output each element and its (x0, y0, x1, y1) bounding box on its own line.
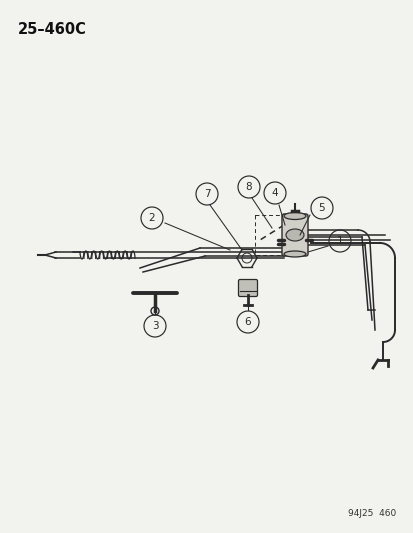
FancyBboxPatch shape (281, 214, 307, 256)
Ellipse shape (285, 229, 303, 241)
Text: 1: 1 (336, 236, 342, 246)
Text: 4: 4 (271, 188, 278, 198)
Text: 8: 8 (245, 182, 252, 192)
Text: 2: 2 (148, 213, 155, 223)
Text: 25–460C: 25–460C (18, 22, 87, 37)
Text: 5: 5 (318, 203, 325, 213)
Ellipse shape (283, 251, 305, 257)
FancyBboxPatch shape (238, 279, 257, 296)
Text: 6: 6 (244, 317, 251, 327)
Text: 94J25  460: 94J25 460 (347, 509, 395, 518)
Ellipse shape (283, 213, 305, 220)
Text: 3: 3 (151, 321, 158, 331)
Text: 7: 7 (203, 189, 210, 199)
